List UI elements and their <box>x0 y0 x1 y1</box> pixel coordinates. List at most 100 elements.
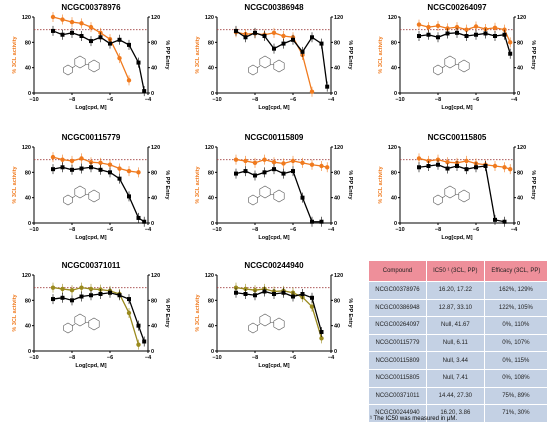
series-line <box>52 30 145 92</box>
x-tick-label: −10 <box>212 355 221 361</box>
data-point <box>310 35 314 40</box>
cell-efficacy: 162%, 129% <box>483 281 549 300</box>
data-point <box>117 55 122 61</box>
y-tick-label-left: 40 <box>391 196 397 202</box>
data-point <box>126 78 132 83</box>
data-point <box>253 293 257 298</box>
molecule-structure-icon <box>248 313 285 334</box>
data-point <box>508 40 513 45</box>
data-point <box>319 330 324 334</box>
y-tick-label-left: 80 <box>391 170 397 176</box>
x-tick-label: −4 <box>145 97 152 103</box>
y-tick-label-right: 0 <box>151 221 154 227</box>
data-point <box>281 33 286 39</box>
data-point <box>108 290 112 295</box>
table-row: NCGC00378976 16.20, 17.22 162%, 129% <box>368 281 549 300</box>
data-point <box>136 215 141 220</box>
y-tick-label-left: 80 <box>391 40 397 46</box>
chart-panel: NCGC00386948 0 40 80 120 0 40 80 120 −10 −8 −6 −4 Log… <box>195 3 353 111</box>
data-point <box>483 31 488 36</box>
data-point <box>234 28 238 33</box>
data-point <box>51 297 55 302</box>
data-point <box>445 166 450 171</box>
data-point <box>50 285 56 290</box>
data-point <box>50 14 56 20</box>
y-tick-label-left: 40 <box>25 196 31 202</box>
header-compound: Compound <box>368 260 427 282</box>
molecule-structure-icon <box>248 55 285 76</box>
cell-compound: NCGC00115805 <box>368 368 427 388</box>
x-tick-label: −8 <box>69 355 75 361</box>
data-point <box>281 171 286 176</box>
x-tick-label: −10 <box>29 227 38 233</box>
data-point <box>502 32 507 37</box>
x-tick-label: −8 <box>252 355 258 361</box>
data-point <box>60 32 65 37</box>
cell-ic50: 16.20, 3.86 <box>425 404 485 423</box>
cell-ic50: Null, 7.41 <box>425 368 485 388</box>
cell-ic50: 16.20, 17.22 <box>425 281 485 300</box>
y-axis-label-right: % PP Entry <box>347 170 353 200</box>
data-point <box>89 39 93 44</box>
data-point <box>243 158 248 164</box>
cell-compound: NCGC00378976 <box>368 281 427 300</box>
x-tick-label: −10 <box>29 355 38 361</box>
data-point <box>117 37 122 42</box>
data-point <box>243 292 248 296</box>
data-point <box>464 34 469 38</box>
data-point <box>262 170 267 175</box>
y-tick-label-right: 40 <box>151 66 157 72</box>
molecule-structure-icon <box>433 55 470 76</box>
data-point <box>436 35 440 40</box>
data-point <box>51 28 55 33</box>
data-point <box>319 336 324 341</box>
data-point <box>426 158 431 164</box>
data-point <box>300 160 305 166</box>
data-point <box>464 167 469 172</box>
data-point <box>243 35 248 40</box>
y-tick-label-right: 40 <box>334 324 340 330</box>
molecule-structure-icon <box>63 313 100 334</box>
series-line <box>235 287 323 339</box>
y-tick-label-left: 80 <box>208 40 214 46</box>
data-point <box>272 46 276 51</box>
y-tick-label-left: 40 <box>391 66 397 72</box>
x-tick-label: −10 <box>29 97 38 103</box>
data-point <box>300 292 305 296</box>
y-axis-label-left: % 3CL activity <box>378 35 384 73</box>
data-point <box>493 34 497 38</box>
x-tick-label: −8 <box>435 227 441 233</box>
chart-panel: NCGC00115809 0 40 80 120 0 40 80 120 −10 −8 −6 −4 Log… <box>195 133 353 241</box>
cell-efficacy: 122%, 105% <box>483 298 549 318</box>
x-tick-label: −4 <box>145 227 152 233</box>
y-axis-label-right: % PP Entry <box>530 170 536 200</box>
y-tick-label-left: 0 <box>394 91 397 97</box>
y-axis-label-left: % 3CL activity <box>195 165 201 203</box>
data-point <box>262 34 267 38</box>
x-axis-label: Log[cpd, M] <box>75 363 106 369</box>
cell-ic50: Null, 6.11 <box>425 333 485 353</box>
x-tick-label: −4 <box>328 355 335 361</box>
x-tick-label: −4 <box>328 97 335 103</box>
table-footnote: ¹ The IC50 was measured in μM. <box>370 416 458 422</box>
data-point <box>262 157 267 162</box>
x-tick-label: −8 <box>69 227 75 233</box>
y-tick-label-right: 120 <box>151 145 160 151</box>
data-point <box>98 35 103 40</box>
y-tick-label-right: 80 <box>151 40 157 46</box>
data-point <box>435 157 441 162</box>
data-point <box>98 167 103 172</box>
data-point <box>234 171 238 176</box>
ic50-efficacy-table: Compound IC50 ¹ (3CL, PP) Efficacy (3CL,… <box>368 260 549 423</box>
chart-panel: NCGC00115805 0 40 80 120 0 40 80 120 −10 −8 −6 −4 Log… <box>378 133 536 241</box>
data-point <box>69 288 75 293</box>
y-axis-label-left: % 3CL activity <box>12 35 18 73</box>
data-point <box>142 89 147 94</box>
x-axis-label: Log[cpd, M] <box>258 235 289 241</box>
y-tick-label-right: 80 <box>334 298 340 304</box>
x-axis-label: Log[cpd, M] <box>441 235 472 241</box>
table-row: NCGC00244940 16.20, 3.86 71%, 30% <box>368 404 549 423</box>
y-axis-label-right: % PP Entry <box>164 170 170 200</box>
data-point <box>272 167 276 172</box>
data-point <box>117 176 122 181</box>
